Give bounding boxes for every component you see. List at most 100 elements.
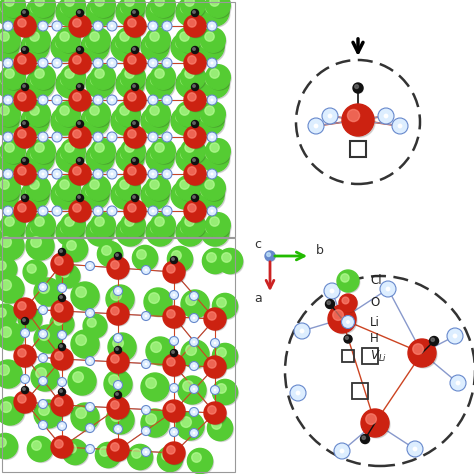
- Circle shape: [42, 136, 45, 138]
- Circle shape: [0, 64, 25, 89]
- Circle shape: [131, 120, 138, 128]
- Circle shape: [93, 141, 116, 164]
- Circle shape: [22, 84, 29, 91]
- Bar: [342, 350, 354, 362]
- Circle shape: [73, 372, 83, 383]
- Circle shape: [113, 36, 140, 62]
- Circle shape: [176, 144, 204, 172]
- Circle shape: [176, 412, 204, 440]
- Circle shape: [39, 405, 49, 415]
- Circle shape: [121, 64, 146, 89]
- Circle shape: [51, 181, 79, 209]
- Circle shape: [23, 183, 50, 210]
- Circle shape: [201, 186, 211, 196]
- Circle shape: [69, 163, 91, 185]
- Circle shape: [186, 54, 207, 75]
- Circle shape: [191, 46, 199, 54]
- Circle shape: [196, 181, 224, 209]
- Circle shape: [362, 436, 365, 439]
- Circle shape: [57, 377, 66, 386]
- Circle shape: [76, 9, 83, 17]
- Circle shape: [342, 104, 374, 136]
- Circle shape: [141, 33, 169, 61]
- Circle shape: [26, 102, 50, 126]
- Circle shape: [181, 378, 207, 405]
- Circle shape: [267, 253, 271, 256]
- Circle shape: [190, 428, 199, 438]
- Circle shape: [128, 19, 136, 27]
- Circle shape: [165, 173, 168, 175]
- Circle shape: [0, 322, 24, 350]
- Circle shape: [219, 251, 244, 274]
- Circle shape: [23, 319, 25, 321]
- Circle shape: [398, 124, 402, 128]
- Circle shape: [355, 85, 358, 89]
- Circle shape: [215, 346, 238, 369]
- Circle shape: [63, 439, 88, 465]
- Circle shape: [266, 252, 275, 261]
- Circle shape: [146, 102, 170, 126]
- Circle shape: [192, 341, 195, 343]
- Circle shape: [160, 448, 183, 473]
- Circle shape: [207, 206, 217, 216]
- Circle shape: [86, 70, 114, 98]
- Circle shape: [339, 448, 345, 454]
- Circle shape: [89, 406, 91, 408]
- Circle shape: [152, 210, 155, 212]
- Circle shape: [192, 432, 195, 434]
- Circle shape: [97, 173, 100, 175]
- Circle shape: [345, 336, 352, 343]
- Circle shape: [366, 414, 376, 424]
- Circle shape: [0, 400, 25, 426]
- Circle shape: [113, 334, 122, 343]
- Circle shape: [85, 445, 94, 454]
- Circle shape: [21, 386, 28, 393]
- Circle shape: [73, 204, 81, 212]
- Circle shape: [14, 163, 36, 185]
- Circle shape: [77, 84, 84, 91]
- Circle shape: [56, 70, 84, 98]
- Circle shape: [361, 435, 370, 444]
- Circle shape: [190, 362, 199, 371]
- Circle shape: [3, 58, 13, 68]
- Circle shape: [14, 200, 36, 222]
- Circle shape: [186, 17, 207, 38]
- Circle shape: [70, 369, 97, 396]
- Circle shape: [52, 58, 62, 68]
- Circle shape: [107, 21, 117, 31]
- Circle shape: [148, 169, 158, 179]
- Circle shape: [206, 404, 227, 425]
- Circle shape: [201, 176, 225, 201]
- Circle shape: [117, 383, 119, 386]
- Circle shape: [117, 428, 119, 430]
- Circle shape: [210, 217, 219, 226]
- Circle shape: [14, 298, 36, 320]
- Circle shape: [28, 146, 55, 173]
- Circle shape: [107, 351, 129, 373]
- Circle shape: [218, 248, 243, 273]
- Circle shape: [30, 180, 39, 189]
- Circle shape: [16, 202, 37, 223]
- Circle shape: [31, 139, 55, 164]
- Circle shape: [0, 259, 18, 282]
- Circle shape: [193, 85, 195, 87]
- Circle shape: [173, 109, 200, 136]
- Circle shape: [67, 241, 76, 250]
- Circle shape: [187, 448, 213, 474]
- Circle shape: [430, 337, 439, 346]
- Circle shape: [31, 223, 41, 233]
- Circle shape: [191, 9, 199, 17]
- Circle shape: [28, 234, 55, 261]
- Circle shape: [345, 107, 375, 137]
- Circle shape: [23, 260, 47, 284]
- Circle shape: [23, 36, 50, 62]
- Circle shape: [60, 32, 69, 41]
- Circle shape: [413, 344, 423, 355]
- Circle shape: [33, 141, 56, 164]
- Circle shape: [118, 73, 145, 99]
- Circle shape: [111, 181, 139, 209]
- Circle shape: [120, 180, 129, 189]
- Circle shape: [83, 109, 110, 136]
- Circle shape: [35, 217, 44, 226]
- Circle shape: [58, 220, 85, 247]
